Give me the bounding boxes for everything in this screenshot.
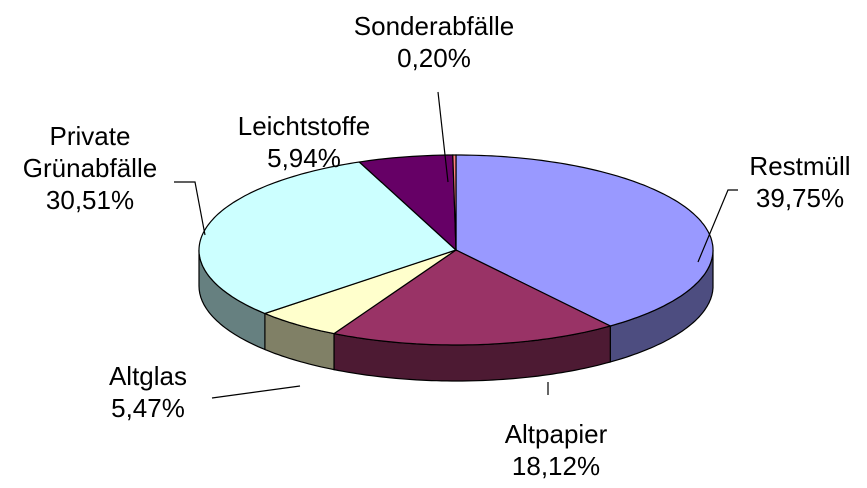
value-label: 0,20% [397, 43, 471, 73]
slice [198, 161, 458, 315]
slice [332, 249, 613, 346]
slice [455, 154, 714, 327]
value-label: 5,47% [111, 393, 185, 423]
value-label: 30,51% [45, 185, 135, 215]
slice [452, 154, 457, 251]
slice-label: Leichtstoffe 5,94% [224, 110, 384, 174]
leader-line [697, 189, 738, 263]
slice-label: Restmüll 39,75% [730, 150, 867, 214]
value-label: 5,94% [267, 143, 341, 173]
category-label: Restmüll [749, 151, 851, 181]
slice-label: Altglas 5,47% [78, 360, 218, 424]
category-label: Altpapier [504, 419, 608, 449]
category-label: Leichtstoffe [237, 111, 371, 141]
category-label: Altglas [108, 361, 188, 391]
value-label: 18,12% [511, 451, 601, 481]
slice-label: Sonderabfälle 0,20% [324, 10, 544, 74]
category-label: Private Grünabfälle [22, 121, 158, 183]
slice-label: Altpapier 18,12% [486, 418, 626, 482]
value-label: 39,75% [755, 183, 845, 213]
leader-lines [174, 91, 738, 399]
slice [357, 154, 457, 252]
leader-line [211, 385, 301, 399]
leader-line [174, 181, 206, 236]
category-label: Sonderabfälle [353, 11, 515, 41]
leader-line [437, 91, 449, 183]
slice [263, 249, 457, 335]
slice-label: Private Grünabfälle 30,51% [15, 120, 165, 216]
